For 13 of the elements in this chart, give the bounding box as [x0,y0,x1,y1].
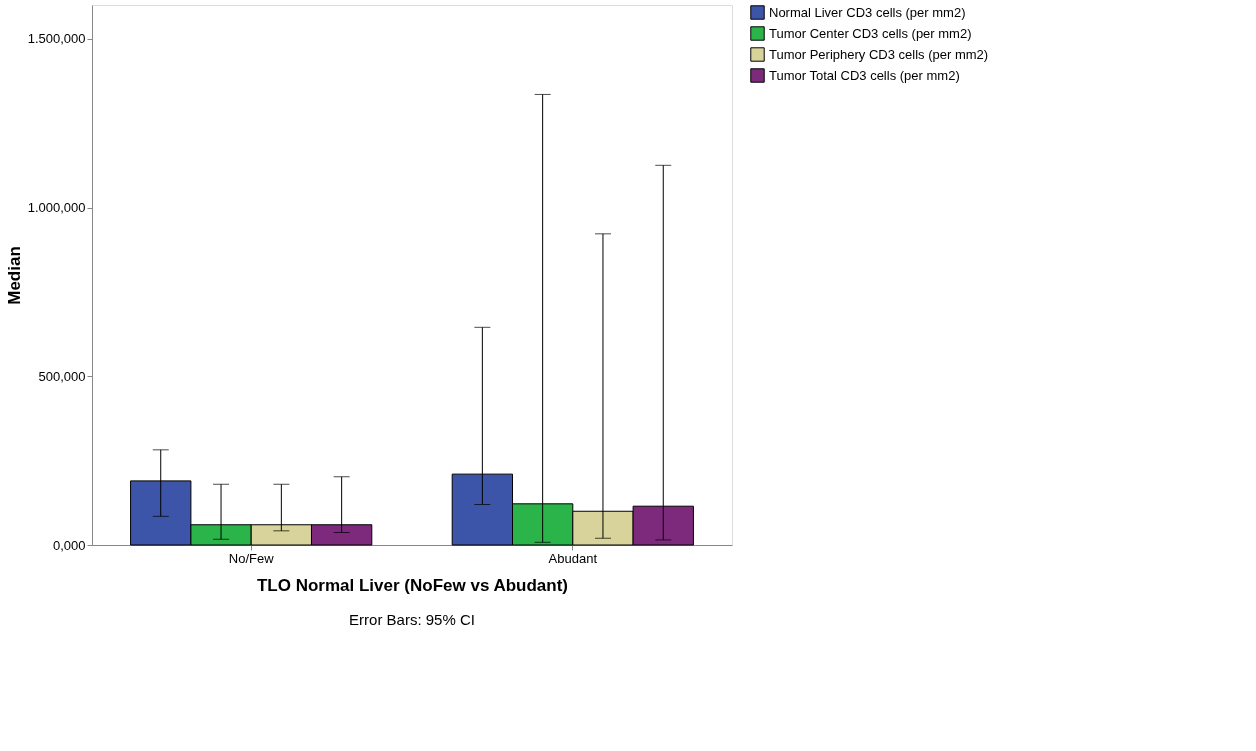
y-axis-title: Median [4,246,24,305]
y-tick-label: 1.500,000 [27,31,86,47]
y-tick-label: 0,000 [52,537,86,553]
legend-label: Tumor Center CD3 cells (per mm2) [769,25,972,41]
y-tick-label: 1.000,000 [27,200,86,215]
text: Error Bars: 95% CI [349,611,475,628]
x-tick-label: No/Few [228,550,275,566]
x-axis-title: TLO Normal Liver (NoFew vs Abudant) [256,575,569,595]
legend-label: Tumor Total CD3 cells (per mm2) [769,67,960,83]
y-tick-label: 500,000 [38,368,86,384]
legend-label: Normal Liver CD3 cells (per mm2) [769,4,966,20]
legend-label: Tumor Periphery CD3 cells (per mm2) [769,46,989,62]
x-tick-label: Abudant [548,550,598,566]
